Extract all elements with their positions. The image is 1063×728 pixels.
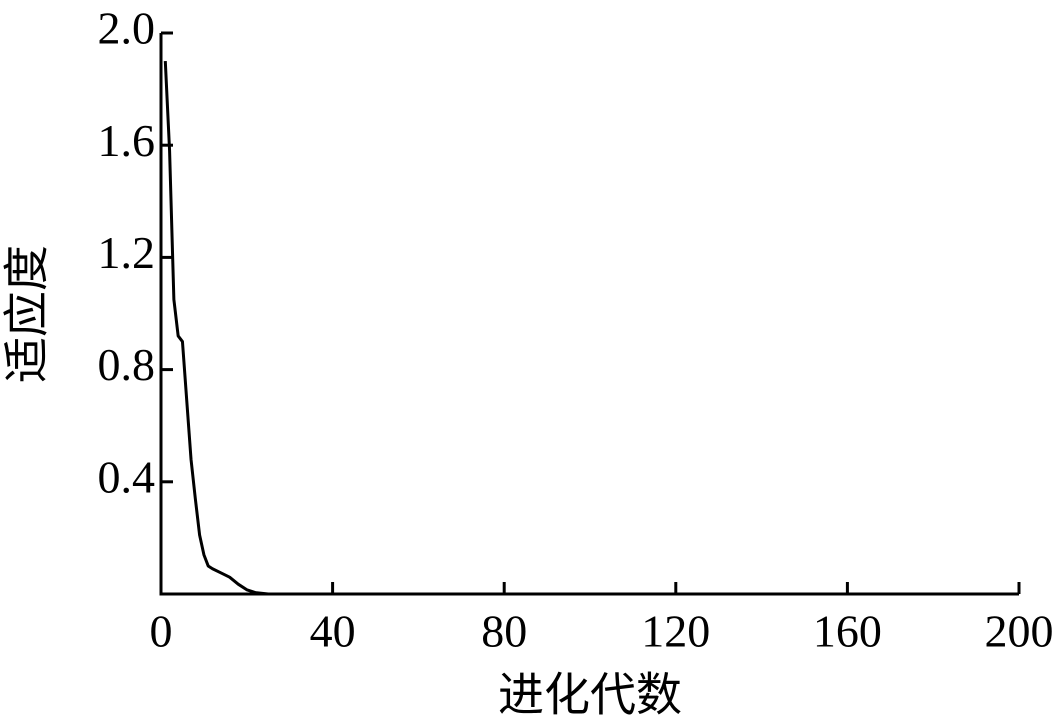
y-tick-label: 1.2 [98,227,156,278]
y-tick-label: 0.8 [98,339,156,390]
x-axis-label: 进化代数 [498,670,682,721]
x-tick-label: 40 [310,606,356,657]
y-tick-label: 1.6 [98,115,156,166]
x-tick-label: 0 [150,606,173,657]
x-tick-label: 80 [481,606,527,657]
x-tick-label: 160 [813,606,882,657]
data-line [163,60,1019,596]
y-tick-label: 2.0 [98,3,156,54]
y-tick-label: 0.4 [98,451,156,502]
y-axis-label: 适应度 [2,245,53,383]
x-tick-label: 200 [985,606,1054,657]
x-tick-label: 120 [641,606,710,657]
